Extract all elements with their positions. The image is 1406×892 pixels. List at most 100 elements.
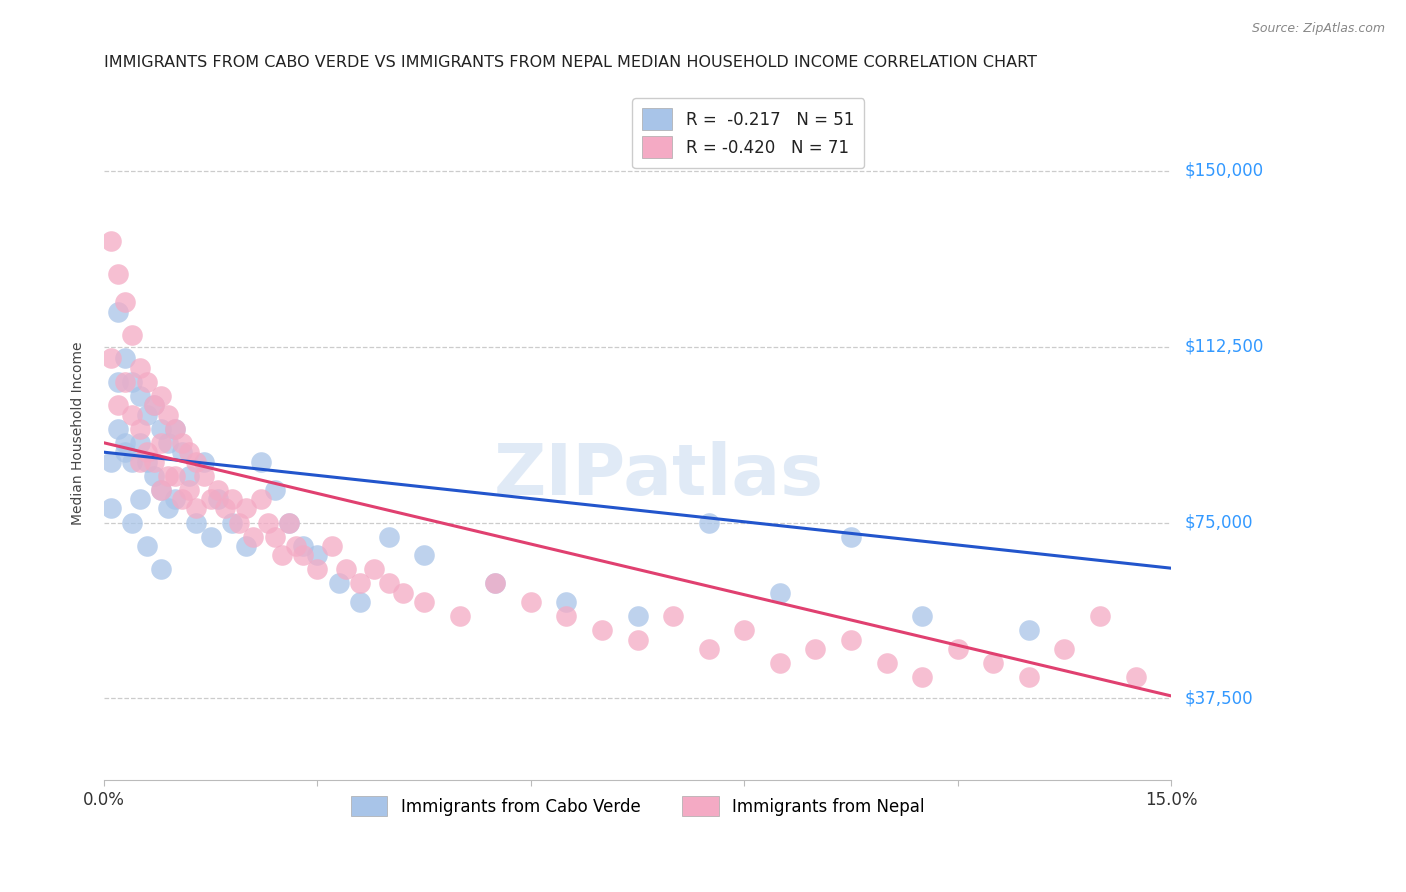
Point	[142, 398, 165, 412]
Point	[121, 328, 143, 343]
Point	[200, 491, 222, 506]
Point	[270, 549, 292, 563]
Point	[128, 360, 150, 375]
Point	[100, 501, 122, 516]
Point	[946, 642, 969, 657]
Point	[193, 454, 215, 468]
Point	[626, 632, 648, 647]
Text: $75,000: $75,000	[1185, 514, 1254, 532]
Point	[142, 468, 165, 483]
Point	[135, 539, 157, 553]
Point	[1125, 670, 1147, 684]
Point	[235, 539, 257, 553]
Point	[335, 562, 357, 576]
Point	[107, 422, 129, 436]
Point	[107, 398, 129, 412]
Point	[165, 422, 187, 436]
Point	[349, 576, 371, 591]
Point	[149, 435, 172, 450]
Point	[179, 483, 201, 497]
Point	[128, 422, 150, 436]
Point	[839, 530, 862, 544]
Point	[278, 516, 301, 530]
Text: $37,500: $37,500	[1185, 690, 1254, 707]
Point	[349, 595, 371, 609]
Point	[263, 530, 285, 544]
Point	[172, 435, 194, 450]
Y-axis label: Median Household Income: Median Household Income	[72, 342, 86, 525]
Point	[128, 491, 150, 506]
Point	[193, 468, 215, 483]
Point	[249, 491, 271, 506]
Point	[128, 435, 150, 450]
Point	[207, 491, 229, 506]
Point	[413, 595, 436, 609]
Point	[307, 549, 329, 563]
Point	[165, 491, 187, 506]
Point	[363, 562, 385, 576]
Point	[114, 375, 136, 389]
Point	[149, 483, 172, 497]
Point	[697, 516, 720, 530]
Point	[321, 539, 343, 553]
Point	[555, 609, 578, 624]
Point	[911, 609, 934, 624]
Point	[484, 576, 506, 591]
Point	[114, 351, 136, 366]
Point	[107, 304, 129, 318]
Point	[1018, 624, 1040, 638]
Point	[200, 530, 222, 544]
Point	[221, 491, 243, 506]
Point	[207, 483, 229, 497]
Legend: Immigrants from Cabo Verde, Immigrants from Nepal: Immigrants from Cabo Verde, Immigrants f…	[342, 788, 934, 824]
Point	[149, 389, 172, 403]
Point	[1088, 609, 1111, 624]
Point	[697, 642, 720, 657]
Point	[135, 445, 157, 459]
Point	[981, 656, 1004, 670]
Point	[285, 539, 308, 553]
Point	[179, 445, 201, 459]
Point	[157, 501, 180, 516]
Point	[121, 375, 143, 389]
Point	[662, 609, 685, 624]
Point	[1018, 670, 1040, 684]
Point	[242, 530, 264, 544]
Point	[157, 468, 180, 483]
Point	[179, 468, 201, 483]
Point	[100, 234, 122, 248]
Point	[292, 549, 315, 563]
Point	[377, 530, 399, 544]
Point	[733, 624, 755, 638]
Text: $112,500: $112,500	[1185, 338, 1264, 356]
Point	[100, 351, 122, 366]
Point	[278, 516, 301, 530]
Point	[626, 609, 648, 624]
Point	[186, 454, 208, 468]
Point	[172, 445, 194, 459]
Point	[555, 595, 578, 609]
Point	[263, 483, 285, 497]
Point	[328, 576, 350, 591]
Point	[135, 375, 157, 389]
Point	[165, 422, 187, 436]
Point	[121, 454, 143, 468]
Point	[142, 398, 165, 412]
Point	[804, 642, 827, 657]
Point	[292, 539, 315, 553]
Point	[107, 267, 129, 281]
Point	[157, 435, 180, 450]
Point	[172, 491, 194, 506]
Point	[307, 562, 329, 576]
Point	[769, 586, 792, 600]
Point	[157, 408, 180, 422]
Point	[228, 516, 250, 530]
Text: $150,000: $150,000	[1185, 162, 1264, 180]
Point	[911, 670, 934, 684]
Point	[165, 468, 187, 483]
Point	[214, 501, 236, 516]
Text: IMMIGRANTS FROM CABO VERDE VS IMMIGRANTS FROM NEPAL MEDIAN HOUSEHOLD INCOME CORR: IMMIGRANTS FROM CABO VERDE VS IMMIGRANTS…	[104, 55, 1038, 70]
Point	[377, 576, 399, 591]
Point	[839, 632, 862, 647]
Point	[221, 516, 243, 530]
